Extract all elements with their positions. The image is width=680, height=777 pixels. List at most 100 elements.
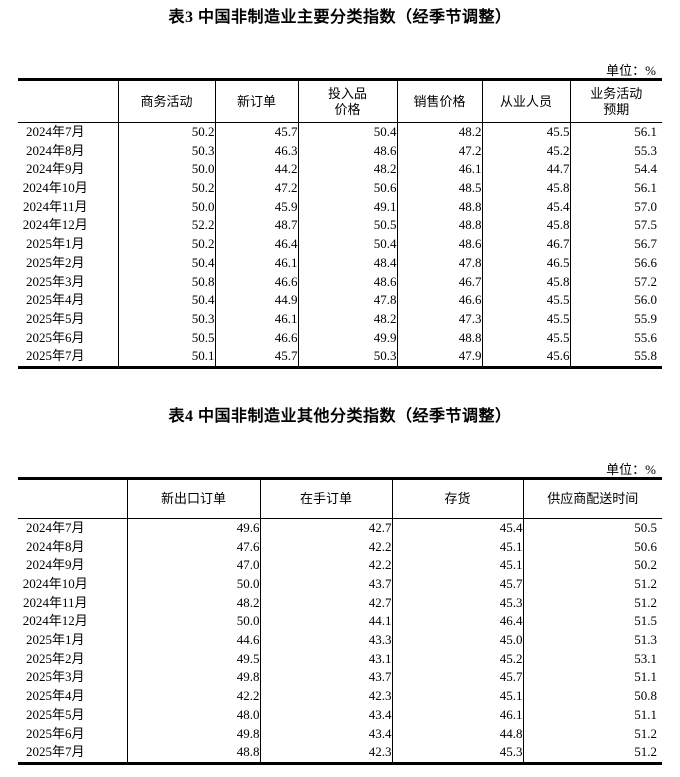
value-cell: 51.3 bbox=[634, 632, 657, 648]
value-cell: 43.7 bbox=[260, 668, 393, 688]
value-cell: 45.3 bbox=[392, 593, 524, 613]
value-cell: 46.6 bbox=[215, 328, 299, 348]
value-cell: 45.5 bbox=[482, 122, 571, 142]
table-row: 2024年12月 50.0 44.1 46.4 51.5 bbox=[18, 612, 662, 632]
value-cell: 46.4 bbox=[215, 235, 299, 254]
value-cell: 46.1 bbox=[392, 705, 524, 725]
value-cell: 44.8 bbox=[392, 724, 524, 744]
value-cell: 54.4 bbox=[634, 161, 657, 177]
value-cell: 42.2 bbox=[127, 687, 261, 706]
value-cell: 51.2 bbox=[634, 744, 657, 760]
value-cell: 45.0 bbox=[392, 631, 524, 650]
value-cell: 45.6 bbox=[482, 347, 571, 368]
value-cell: 56.1 bbox=[634, 124, 657, 139]
column-header: 投入品 价格 bbox=[298, 79, 398, 123]
month-cell: 2024年11月 bbox=[18, 197, 119, 217]
value-cell: 55.3 bbox=[634, 142, 657, 158]
column-header: 供应商配送时间 bbox=[523, 478, 662, 519]
month-cell: 2024年7月 bbox=[18, 122, 119, 142]
month-cell: 2024年9月 bbox=[18, 160, 119, 180]
table3-section: 表3 中国非制造业主要分类指数（经季节调整） 单位：% 商务活动 新订单 投入品 价… bbox=[0, 0, 680, 369]
value-cell: 48.4 bbox=[298, 253, 398, 273]
value-cell: 48.8 bbox=[397, 197, 483, 217]
month-cell: 2024年11月 bbox=[18, 593, 128, 613]
column-header: 存货 bbox=[392, 478, 524, 519]
value-cell: 46.5 bbox=[482, 253, 571, 273]
table4-header-row: 新出口订单 在手订单 存货 供应商配送时间 bbox=[18, 478, 662, 519]
column-header: 在手订单 bbox=[260, 478, 393, 519]
value-cell: 47.2 bbox=[397, 141, 483, 161]
value-cell: 45.9 bbox=[215, 197, 299, 217]
value-cell: 50.3 bbox=[118, 309, 216, 329]
value-cell: 50.4 bbox=[298, 235, 398, 254]
month-cell: 2025年4月 bbox=[18, 687, 128, 706]
value-cell: 50.8 bbox=[634, 688, 657, 704]
value-cell: 51.1 bbox=[634, 706, 657, 722]
value-cell: 46.7 bbox=[397, 272, 483, 292]
value-cell: 51.1 bbox=[634, 669, 657, 685]
value-cell: 49.9 bbox=[298, 328, 398, 348]
value-cell: 43.7 bbox=[260, 575, 393, 594]
value-cell: 49.8 bbox=[127, 724, 261, 744]
month-cell: 2025年1月 bbox=[18, 235, 119, 254]
table-row: 2025年1月 44.6 43.3 45.0 51.3 bbox=[18, 631, 662, 650]
table4-section: 表4 中国非制造业其他分类指数（经季节调整） 单位：% 新出口订单 在手订单 存货供… bbox=[0, 407, 680, 765]
value-cell: 57.2 bbox=[634, 273, 657, 289]
table4-title: 表4 中国非制造业其他分类指数（经季节调整） bbox=[168, 407, 512, 425]
value-cell: 42.3 bbox=[260, 687, 393, 706]
value-cell: 50.2 bbox=[118, 122, 216, 142]
table-row: 2024年11月 50.0 45.9 49.1 48.8 45.4 57.0 bbox=[18, 197, 662, 217]
value-cell: 55.9 bbox=[634, 310, 657, 326]
column-header: 销售价格 bbox=[397, 79, 483, 123]
value-cell: 48.6 bbox=[298, 141, 398, 161]
value-cell: 49.5 bbox=[127, 649, 261, 669]
value-cell: 45.8 bbox=[482, 272, 571, 292]
table-row: 2024年8月 50.3 46.3 48.6 47.2 45.2 55.3 bbox=[18, 141, 662, 161]
table-row: 2025年1月 50.2 46.4 50.4 48.6 46.7 56.7 bbox=[18, 235, 662, 254]
column-header: 商务活动 bbox=[118, 79, 216, 123]
value-cell: 48.6 bbox=[397, 235, 483, 254]
value-cell: 48.7 bbox=[215, 216, 299, 236]
value-cell: 48.8 bbox=[127, 743, 261, 764]
value-cell: 49.8 bbox=[127, 668, 261, 688]
value-cell: 51.2 bbox=[634, 725, 657, 741]
value-cell: 56.7 bbox=[634, 236, 657, 252]
column-header: 新订单 bbox=[215, 79, 299, 123]
value-cell: 48.2 bbox=[397, 122, 483, 142]
value-cell: 42.7 bbox=[260, 593, 393, 613]
value-cell: 45.7 bbox=[215, 122, 299, 142]
table-row: 2025年2月 50.4 46.1 48.4 47.8 46.5 56.6 bbox=[18, 253, 662, 273]
month-cell: 2024年10月 bbox=[18, 575, 128, 594]
value-cell: 50.1 bbox=[118, 347, 216, 368]
table-row: 2024年11月 48.2 42.7 45.3 51.2 bbox=[18, 593, 662, 613]
value-cell: 50.3 bbox=[298, 347, 398, 368]
table-row: 2025年5月 48.0 43.4 46.1 51.1 bbox=[18, 705, 662, 725]
value-cell: 50.2 bbox=[118, 235, 216, 254]
month-cell: 2024年12月 bbox=[18, 216, 119, 236]
month-cell: 2024年8月 bbox=[18, 537, 128, 557]
value-cell: 45.1 bbox=[392, 556, 524, 575]
month-cell: 2025年6月 bbox=[18, 328, 119, 348]
table-row: 2024年10月 50.0 43.7 45.7 51.2 bbox=[18, 575, 662, 594]
value-cell: 50.4 bbox=[118, 291, 216, 310]
value-cell: 45.1 bbox=[392, 537, 524, 557]
value-cell: 44.1 bbox=[260, 612, 393, 632]
value-cell: 50.5 bbox=[118, 328, 216, 348]
value-cell: 50.8 bbox=[118, 272, 216, 292]
value-cell: 47.9 bbox=[397, 347, 483, 368]
value-cell: 48.2 bbox=[298, 309, 398, 329]
value-cell: 43.4 bbox=[260, 724, 393, 744]
table-row: 2025年4月 50.4 44.9 47.8 46.6 45.5 56.0 bbox=[18, 291, 662, 310]
month-cell: 2025年3月 bbox=[18, 272, 119, 292]
table4: 新出口订单 在手订单 存货 供应商配送时间 2024年7月 49.6 42.7 45.4 50… bbox=[18, 476, 662, 765]
empty-corner-cell bbox=[18, 79, 119, 123]
value-cell: 48.0 bbox=[127, 705, 261, 725]
month-cell: 2025年2月 bbox=[18, 649, 128, 669]
month-cell: 2024年12月 bbox=[18, 612, 128, 632]
value-cell: 48.2 bbox=[298, 160, 398, 180]
table3: 商务活动 新订单 投入品 价格 销售价格 从业人员 业务活动 预期 2024年7月 50.2… bbox=[18, 78, 662, 369]
value-cell: 45.8 bbox=[482, 216, 571, 236]
value-cell: 50.5 bbox=[298, 216, 398, 236]
value-cell: 57.5 bbox=[634, 217, 657, 233]
value-cell: 48.8 bbox=[397, 328, 483, 348]
